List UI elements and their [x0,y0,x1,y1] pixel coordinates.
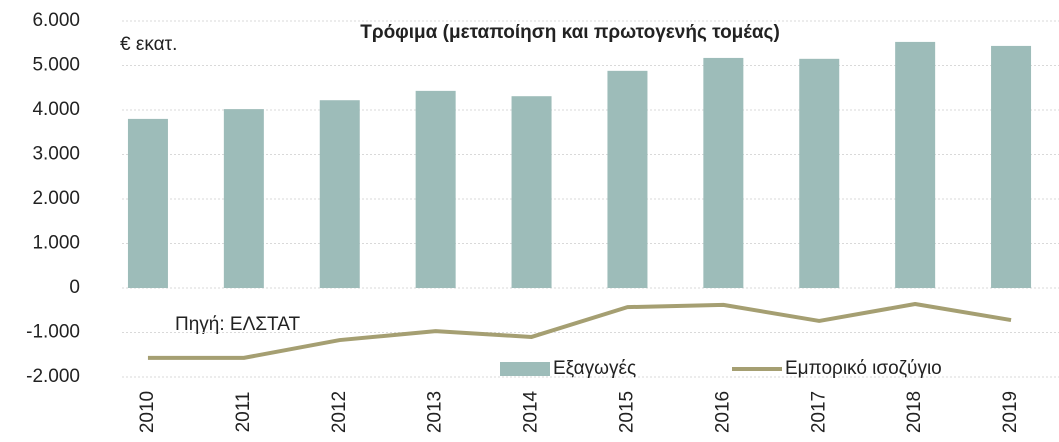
x-tick-label: 2015 [616,391,637,433]
x-tick-label: 2012 [329,391,350,433]
bar [607,70,648,288]
y-tick-label: -1.000 [26,322,80,343]
x-tick-label: 2018 [904,391,925,433]
bar [895,41,936,288]
bar [703,57,744,289]
y-tick-label: 6.000 [32,10,80,31]
bar [127,118,168,289]
x-tick-label: 2016 [712,391,733,433]
bar [319,100,360,289]
y-tick-label: -2.000 [26,366,80,387]
y-tick-label: 5.000 [32,55,80,76]
y-tick-label: 2.000 [32,188,80,209]
x-tick-label: 2011 [233,392,254,433]
bar [511,96,552,288]
y-tick-label: 1.000 [32,233,80,254]
bar [223,109,264,288]
y-tick-label: 3.000 [32,144,80,165]
legend-label: Εξαγωγές [553,358,636,379]
annotation: Πηγή: ΕΛΣΤΑΤ [175,314,300,335]
bar [991,45,1032,288]
chart-title: Τρόφιμα (μεταποίηση και πρωτογενής τομέα… [360,22,780,43]
bar [799,58,840,289]
x-tick-label: 2014 [521,390,542,433]
x-tick-label: 2010 [137,391,158,433]
bar [415,90,456,289]
line [147,302,1012,360]
y-axis-label: € εκατ. [120,34,177,55]
y-tick-label: 0 [69,277,80,298]
x-tick-label: 2019 [1000,391,1021,433]
legend-swatch [500,362,550,376]
y-tick-label: 4.000 [32,99,80,120]
x-tick-label: 2017 [808,391,829,433]
x-tick-label: 2013 [425,391,446,433]
legend-label: Εμπορικό ισοζύγιο [785,358,942,379]
